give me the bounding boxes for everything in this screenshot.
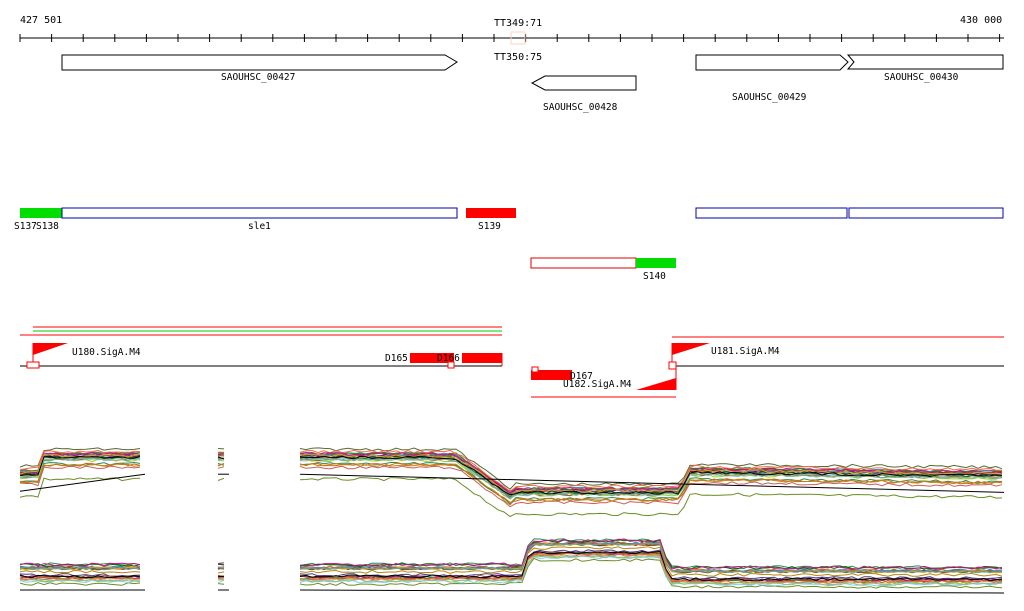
segment-label-s138: S138 xyxy=(36,221,59,232)
expression-line xyxy=(299,554,1003,585)
expression-line xyxy=(217,576,225,579)
segment-blue-1[interactable] xyxy=(695,207,848,219)
expression-line xyxy=(19,574,141,579)
expression-line xyxy=(299,455,1003,496)
feature-label-d165: D165 xyxy=(385,353,408,364)
segment-s139[interactable] xyxy=(466,208,516,218)
promoter-box-u180[interactable] xyxy=(26,361,40,369)
expression-line xyxy=(299,477,1003,518)
ruler-ticks xyxy=(19,34,1001,42)
expression-line xyxy=(299,557,1003,589)
expression-line xyxy=(217,463,225,466)
promoter-box-u181[interactable] xyxy=(668,361,677,370)
promoter-label-u181: U181.SigA.M4 xyxy=(711,346,780,357)
expression-line xyxy=(217,579,225,584)
expression-line xyxy=(19,576,141,581)
segment-label-s137: S137 xyxy=(14,221,37,232)
ruler-end-label: 430 000 xyxy=(960,15,1002,26)
promoter-label-u180: U180.SigA.M4 xyxy=(72,347,141,358)
expression-line xyxy=(217,566,225,570)
gene-arrow-sa0427[interactable] xyxy=(61,54,458,71)
expression-line xyxy=(217,456,225,460)
reference-line xyxy=(19,473,146,492)
segment-track-2: S140 xyxy=(530,257,676,282)
gene-label-sa0429: SAOUHSC_00429 xyxy=(732,92,807,103)
expression-track-1 xyxy=(19,447,1005,518)
expression-line xyxy=(19,569,141,574)
expression-line xyxy=(19,455,141,476)
expression-line xyxy=(19,463,141,484)
expression-line xyxy=(19,477,141,498)
segment-s140[interactable] xyxy=(636,258,676,268)
expression-line xyxy=(19,582,141,586)
expression-line xyxy=(299,462,1003,506)
expression-line xyxy=(19,566,141,571)
expression-line xyxy=(299,457,1003,500)
feature-d166-box[interactable] xyxy=(447,361,455,369)
expression-line xyxy=(299,538,1003,570)
expression-line xyxy=(19,449,141,471)
feature-d167-box[interactable] xyxy=(531,366,539,373)
expression-line xyxy=(19,453,141,475)
terminator-label-tt349: TT349:71 xyxy=(494,18,542,29)
segment-sle1[interactable] xyxy=(61,207,458,219)
expression-line xyxy=(299,453,1003,497)
expression-line xyxy=(299,449,1003,493)
segment-label-sle1: sle1 xyxy=(248,221,271,232)
expression-line xyxy=(217,466,225,469)
feature-d165-block[interactable] xyxy=(410,353,454,363)
expression-line xyxy=(299,555,1003,587)
expression-line xyxy=(217,562,225,566)
ruler-start-label: 427 501 xyxy=(20,15,62,26)
expression-line xyxy=(299,461,1003,505)
segment-red-outline[interactable] xyxy=(530,257,637,269)
segment-s137[interactable] xyxy=(20,208,62,218)
promoter-flag-u182[interactable] xyxy=(636,378,676,390)
segment-track-1: S137 S138 sle1 S139 xyxy=(14,207,1004,232)
promoter-flag-u180[interactable] xyxy=(33,343,68,355)
expression-line xyxy=(19,562,141,567)
feature-d167-block[interactable] xyxy=(531,370,572,380)
expression-line xyxy=(19,578,141,583)
gene-track: SAOUHSC_00427 SAOUHSC_00428 SAOUHSC_0042… xyxy=(61,54,1004,113)
expression-line xyxy=(19,562,141,567)
segment-label-s140: S140 xyxy=(643,271,666,282)
gene-label-sa0427: SAOUHSC_00427 xyxy=(221,72,295,83)
feature-label-d166: D166 xyxy=(437,353,460,364)
expression-line xyxy=(299,452,1003,494)
position-ruler: 427 501 430 000 TT349:71 TT350:75 xyxy=(19,15,1004,63)
expression-line xyxy=(299,542,1002,574)
gene-arrow-sa0429[interactable] xyxy=(695,54,849,71)
promoter-label-u182: U182.SigA.M4 xyxy=(563,379,632,390)
gene-label-sa0428: SAOUHSC_00428 xyxy=(543,102,618,113)
expression-line xyxy=(299,465,1003,508)
gene-arrow-sa0430[interactable] xyxy=(846,54,1004,70)
expression-line xyxy=(217,477,225,481)
expression-line xyxy=(299,550,1003,582)
promoter-track: U180.SigA.M4 D165 D166 U181.SigA.M4 D167… xyxy=(20,326,1004,398)
segment-label-s139: S139 xyxy=(478,221,501,232)
segment-blue-2[interactable] xyxy=(848,207,1004,219)
expression-line xyxy=(19,565,141,570)
expression-line xyxy=(217,571,225,574)
expression-line xyxy=(299,552,1003,584)
terminator-label-tt350: TT350:75 xyxy=(494,52,542,63)
reference-line xyxy=(299,589,1005,594)
gene-label-sa0430: SAOUHSC_00430 xyxy=(884,72,959,83)
expression-track-2 xyxy=(19,538,1005,594)
terminator-marker xyxy=(510,31,526,45)
feature-label-d167: D167 xyxy=(570,371,593,382)
expression-line xyxy=(299,447,1003,490)
reference-line xyxy=(299,473,1005,493)
expression-line xyxy=(217,575,225,578)
promoter-flag-u181[interactable] xyxy=(672,343,710,355)
feature-d166-block[interactable] xyxy=(462,353,502,363)
expression-line xyxy=(299,546,1003,577)
expression-line xyxy=(19,465,141,487)
expression-line xyxy=(217,583,225,585)
expression-line xyxy=(299,554,1003,586)
gene-arrow-sa0428[interactable] xyxy=(530,75,637,91)
